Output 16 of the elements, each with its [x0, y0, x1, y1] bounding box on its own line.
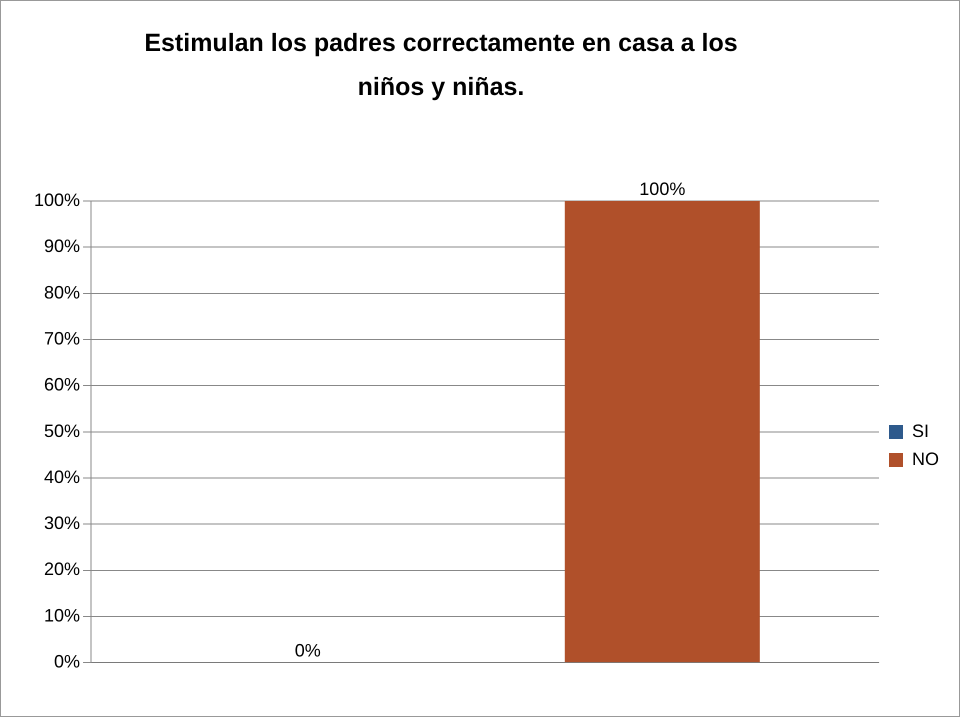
y-tick-label: 80%	[44, 282, 80, 302]
y-tick-label: 60%	[44, 374, 80, 395]
y-tick-label: 30%	[44, 513, 80, 534]
y-tick-label: 100%	[34, 190, 80, 210]
legend-label: SI	[912, 420, 930, 441]
chart-title: Estimulan los padres correctamente en casa a los niños y niñas.	[143, 28, 739, 103]
y-tick-label: 20%	[44, 559, 80, 580]
text: 0%	[294, 640, 321, 661]
y-tick-label: 90%	[44, 236, 80, 256]
y-tick-label: 40%	[44, 466, 80, 487]
y-tick-label: 0%	[54, 652, 80, 672]
y-tick-label: 50%	[44, 420, 80, 441]
y-tick-label: 10%	[44, 605, 80, 626]
legend-label: NO	[912, 448, 939, 469]
y-tick-label: 70%	[44, 328, 80, 348]
text: 100%	[639, 178, 686, 199]
